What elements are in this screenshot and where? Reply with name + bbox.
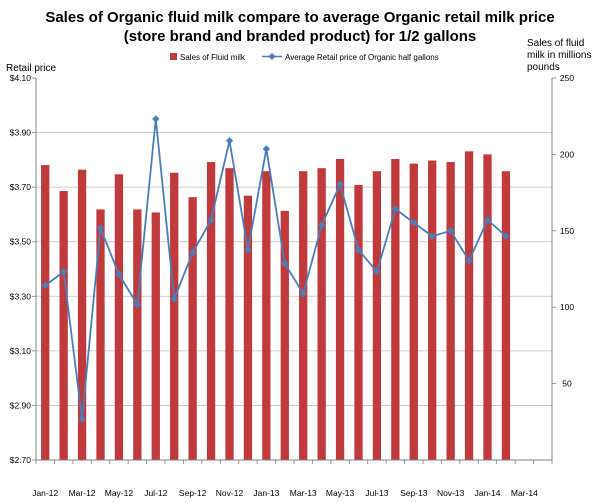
price-point-aug-13 bbox=[391, 205, 400, 213]
bar-sales-mar-12 bbox=[77, 169, 87, 460]
price-line-path bbox=[44, 118, 507, 420]
bar-sales-feb-14 bbox=[501, 171, 511, 460]
bar-sales-jun-12 bbox=[133, 209, 142, 460]
price-point-sep-13 bbox=[410, 218, 418, 227]
x-tick-label: Mar-12 bbox=[69, 488, 96, 498]
x-tick-label: Jan-13 bbox=[253, 488, 279, 498]
x-tick-label: Nov-13 bbox=[437, 488, 465, 498]
bar-sales-aug-13 bbox=[391, 158, 400, 460]
right-tick-label: 250 bbox=[560, 73, 574, 83]
bar-sales-jan-13 bbox=[262, 171, 271, 460]
bar-sales-jun-13 bbox=[354, 184, 363, 460]
legend-swatch-price-marker bbox=[268, 52, 276, 61]
price-point-mar-13 bbox=[299, 289, 307, 298]
bar-sales-apr-13 bbox=[317, 168, 326, 461]
price-point-dec-13 bbox=[465, 257, 473, 265]
left-tick-label: $3.90 bbox=[10, 128, 32, 138]
left-tick-label: $3.30 bbox=[10, 291, 32, 301]
legend-label-price: Average Retail price of Organic half gal… bbox=[285, 53, 439, 62]
price-point-nov-12 bbox=[225, 137, 234, 145]
x-tick-label: Sep-13 bbox=[400, 488, 428, 498]
price-point-jan-13 bbox=[262, 145, 271, 153]
left-tick-label: $3.50 bbox=[10, 237, 32, 247]
bar-sales-dec-12 bbox=[243, 195, 253, 460]
legend: Sales of Fluid milk Average Retail price… bbox=[170, 52, 439, 62]
price-point-aug-12 bbox=[170, 295, 178, 303]
price-point-feb-12 bbox=[59, 268, 68, 276]
x-tick-label: Mar-13 bbox=[290, 488, 317, 498]
left-tick-label: $4.10 bbox=[10, 73, 32, 83]
x-tick-label: Jan-14 bbox=[475, 488, 501, 498]
right-axis-title-line-1: Sales of fluid bbox=[527, 38, 584, 49]
right-tick-label: 200 bbox=[560, 149, 574, 159]
bar-sales-feb-12 bbox=[59, 191, 68, 460]
bar-sales-may-13 bbox=[335, 158, 345, 460]
right-axis-title-line-3: pounds bbox=[527, 62, 560, 73]
price-point-nov-13 bbox=[446, 227, 455, 235]
legend-label-sales: Sales of Fluid milk bbox=[180, 53, 246, 62]
bar-series bbox=[41, 151, 511, 461]
gridlines bbox=[36, 132, 552, 406]
bar-sales-apr-12 bbox=[96, 209, 105, 460]
left-tick-label: $3.70 bbox=[10, 182, 32, 192]
left-axis-title: Retail price bbox=[6, 63, 56, 74]
left-tick-label: $3.10 bbox=[10, 346, 32, 356]
tick-labels: $4.10 $3.90 $3.70 $3.50 $3.30 $3.10 $2.90 $2.70… bbox=[10, 73, 575, 498]
bar-sales-sep-12 bbox=[188, 197, 197, 460]
bar-sales-oct-13 bbox=[428, 160, 437, 460]
axes bbox=[32, 77, 556, 464]
price-point-mar-12 bbox=[78, 415, 86, 423]
line-series bbox=[41, 115, 510, 423]
x-tick-label: Sep-12 bbox=[179, 488, 207, 498]
price-point-jun-12 bbox=[133, 300, 142, 309]
x-tick-label: Jan-12 bbox=[32, 488, 58, 498]
price-point-apr-12 bbox=[96, 224, 105, 232]
right-tick-label: 150 bbox=[560, 226, 574, 236]
x-tick-label: Nov-12 bbox=[216, 488, 244, 498]
bar-sales-jul-13 bbox=[372, 171, 382, 460]
left-tick-label: $2.70 bbox=[10, 455, 32, 465]
bar-sales-jul-12 bbox=[151, 212, 160, 460]
x-tick-label: May-12 bbox=[105, 488, 134, 498]
left-tick-label: $2.90 bbox=[10, 400, 32, 410]
x-tick-label: Jul-13 bbox=[365, 488, 388, 498]
bar-sales-may-12 bbox=[114, 174, 124, 460]
price-point-jan-12 bbox=[41, 281, 49, 290]
bar-sales-dec-13 bbox=[464, 151, 474, 460]
bar-sales-jan-12 bbox=[41, 165, 50, 460]
bar-sales-oct-12 bbox=[206, 162, 216, 461]
bar-sales-feb-13 bbox=[280, 210, 289, 460]
bar-sales-nov-13 bbox=[446, 162, 455, 461]
chart-title-line-1: Sales of Organic fluid milk compare to a… bbox=[45, 9, 554, 26]
bar-sales-sep-13 bbox=[409, 163, 418, 460]
x-tick-label: Jul-12 bbox=[144, 488, 167, 498]
legend-swatch-sales bbox=[170, 53, 177, 60]
price-point-may-13 bbox=[336, 180, 344, 189]
right-axis-title-line-2: milk in millions bbox=[527, 50, 591, 61]
chart-title-line-2: (store brand and branded product) for 1/… bbox=[124, 28, 477, 45]
bar-sales-aug-12 bbox=[170, 172, 179, 460]
price-point-jul-13 bbox=[373, 268, 381, 276]
price-point-feb-13 bbox=[281, 259, 289, 268]
price-point-jul-12 bbox=[152, 115, 160, 123]
x-tick-label: Mar-14 bbox=[511, 488, 538, 498]
price-point-may-12 bbox=[115, 270, 123, 279]
bar-sales-nov-12 bbox=[225, 168, 234, 461]
right-tick-label: 50 bbox=[562, 379, 572, 389]
bar-sales-mar-13 bbox=[299, 171, 308, 460]
price-point-oct-12 bbox=[207, 216, 215, 224]
bar-sales-jan-14 bbox=[483, 154, 492, 460]
x-tick-label: May-13 bbox=[326, 488, 355, 498]
right-tick-label: 100 bbox=[560, 302, 574, 312]
